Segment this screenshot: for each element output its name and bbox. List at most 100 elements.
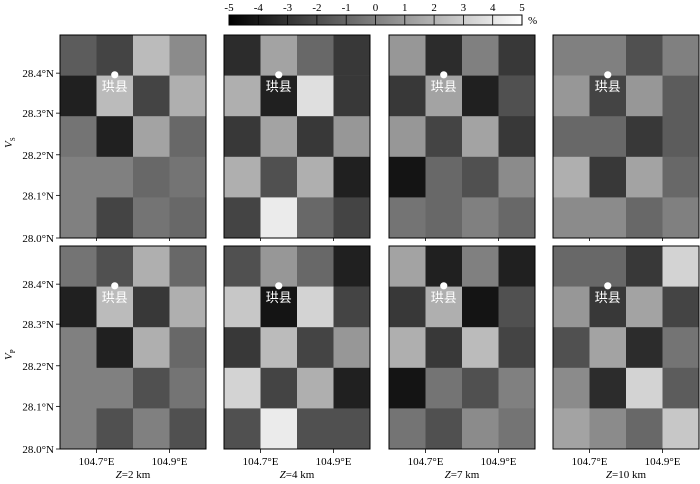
heatmap-cell (626, 246, 663, 287)
heatmap-cell (169, 408, 207, 450)
heatmap-cell (498, 327, 536, 369)
heatmap-cell (389, 408, 426, 450)
heatmap-cell (589, 286, 627, 328)
heatmap-cell (553, 367, 590, 409)
row-label-vp: VP (3, 349, 17, 360)
heatmap-cell (498, 408, 536, 450)
colorbar: -5 -4 -3 -2 -1 0 1 2 3 4 5 % (224, 2, 537, 27)
heatmap-cell (462, 327, 499, 369)
heatmap-cell (462, 75, 499, 117)
heatmap-cell (224, 286, 261, 328)
heatmap-cell (169, 116, 207, 158)
heatmap-cell (133, 116, 170, 158)
heatmap-cell (260, 246, 298, 287)
heatmap-cell (626, 286, 663, 328)
colorbar-tick-label: -2 (312, 2, 321, 14)
heatmap-cell (389, 35, 426, 76)
heatmap-cell (96, 197, 134, 239)
heatmap-cell (169, 327, 207, 369)
heatmap-cell (333, 156, 371, 198)
heatmap-cell (96, 75, 134, 117)
heatmap-cell (626, 116, 663, 158)
town-label: 珙县 (595, 290, 621, 305)
heatmap-cell (462, 286, 499, 328)
depth-label: Z=10 km (606, 469, 647, 481)
heatmap-cell (553, 75, 590, 117)
heatmap-cell (133, 246, 170, 287)
heatmap-cell (462, 197, 499, 239)
heatmap-cell (389, 367, 426, 409)
panel-vp-3: 珙县 (388, 245, 536, 450)
panel-vs-3: 珙县 (388, 34, 536, 239)
panel-vs-2: 珙县 (223, 34, 371, 239)
heatmap-cell (662, 367, 700, 409)
heatmap-cell (589, 408, 627, 450)
depth-label: Z=2 km (116, 469, 151, 481)
heatmap-cell (333, 246, 371, 287)
colorbar-tick-label: -1 (342, 2, 351, 14)
town-marker (440, 282, 448, 290)
town-marker (440, 71, 448, 79)
heatmap-cell (133, 75, 170, 117)
x-axes: 104.7°E 104.9°E 104.7°E 104.9°E 104.7°E 104.9… (79, 238, 681, 468)
heatmap-cell (553, 35, 590, 76)
heatmap-cell (297, 286, 334, 328)
colorbar-tick-label: 1 (402, 2, 408, 14)
heatmap-cell (297, 408, 334, 450)
heatmap-cell (333, 327, 371, 369)
heatmap-cell (96, 408, 134, 450)
x-tick-label: 104.9°E (481, 456, 517, 468)
heatmap-cell (425, 408, 463, 450)
heatmap-cell (553, 408, 590, 450)
heatmap-cell (626, 408, 663, 450)
heatmap-cell (60, 35, 97, 76)
heatmap-cell (260, 286, 298, 328)
heatmap-cell (589, 197, 627, 239)
heatmap-cell (662, 327, 700, 369)
heatmap-cell (60, 327, 97, 369)
heatmap-cell (60, 246, 97, 287)
x-tick-label: 104.7°E (408, 456, 444, 468)
heatmap-cell (498, 35, 536, 76)
heatmap-cell (498, 367, 536, 409)
y-tick-label: 28.3°N (22, 319, 54, 331)
heatmap-cell (626, 156, 663, 198)
heatmap-cell (553, 327, 590, 369)
heatmap-cell (133, 286, 170, 328)
heatmap-cell (425, 35, 463, 76)
heatmap-cell (133, 367, 170, 409)
heatmap-cell (425, 75, 463, 117)
heatmap-cell (297, 197, 334, 239)
y-tick-label: 28.2°N (22, 150, 54, 162)
heatmap-cell (260, 408, 298, 450)
panel-vp-4: 珙县 (552, 245, 700, 450)
panel-frame (388, 245, 536, 450)
colorbar-unit: % (528, 15, 537, 27)
y-tick-label: 28.4°N (22, 68, 54, 80)
heatmap-cell (389, 197, 426, 239)
x-tick-label: 104.7°E (243, 456, 279, 468)
heatmap-cell (662, 35, 700, 76)
panel-vp-2: 珙县 (223, 245, 371, 450)
heatmap-cell (589, 116, 627, 158)
panel-frame (552, 245, 700, 450)
heatmap-cell (333, 367, 371, 409)
heatmap-cell (96, 327, 134, 369)
x-tick-label: 104.9°E (152, 456, 188, 468)
heatmap-cell (297, 75, 334, 117)
town-marker (275, 282, 283, 290)
heatmap-cell (133, 197, 170, 239)
heatmap-cell (297, 156, 334, 198)
depth-label: Z=4 km (280, 469, 315, 481)
heatmap-cell (133, 156, 170, 198)
heatmap-cell (60, 75, 97, 117)
colorbar-tick-label: -5 (224, 2, 234, 14)
heatmap-cell (498, 197, 536, 239)
heatmap-cell (333, 75, 371, 117)
heatmap-cell (425, 286, 463, 328)
heatmap-cell (297, 327, 334, 369)
depth-labels: Z=2 km Z=4 km Z=7 km Z=10 km (116, 469, 647, 481)
heatmap-cell (389, 246, 426, 287)
heatmap-cell (462, 246, 499, 287)
